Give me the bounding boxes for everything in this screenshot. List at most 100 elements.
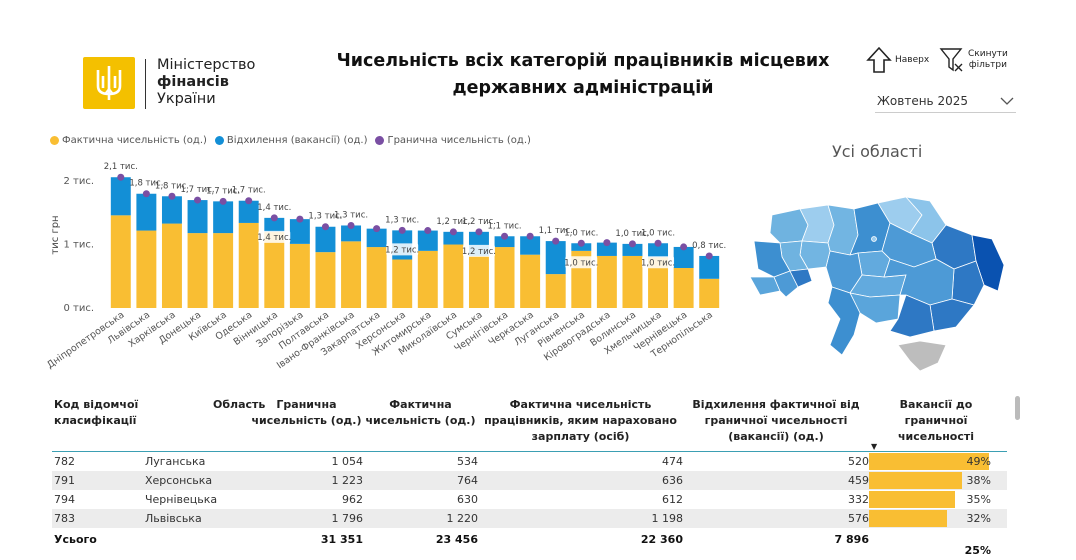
legend-item-limit[interactable]: Гранична чисельність (од.) bbox=[375, 135, 531, 146]
table-row[interactable]: 794 Чернівецька 962 630 612 332 35% bbox=[52, 490, 1007, 509]
bar-actual[interactable] bbox=[520, 254, 541, 308]
reset-filters-button[interactable]: Скинути фільтри bbox=[939, 46, 1008, 74]
total-label: Усього bbox=[54, 533, 97, 546]
bar-deviation[interactable] bbox=[110, 177, 131, 216]
bar-deviation[interactable] bbox=[213, 201, 234, 234]
bar-actual[interactable] bbox=[468, 255, 489, 308]
bar-deviation[interactable] bbox=[673, 246, 694, 269]
marker-limit[interactable] bbox=[321, 223, 329, 231]
bar-deviation[interactable] bbox=[161, 196, 182, 224]
marker-limit[interactable] bbox=[705, 252, 713, 260]
marker-limit[interactable] bbox=[424, 227, 432, 235]
bar-actual[interactable] bbox=[136, 230, 157, 308]
bar-deviation[interactable] bbox=[341, 225, 362, 242]
bar-actual[interactable] bbox=[238, 222, 259, 308]
marker-limit[interactable] bbox=[117, 173, 125, 181]
marker-limit[interactable] bbox=[526, 232, 534, 240]
col-header-actual[interactable]: Фактична чисельність (од.) bbox=[365, 398, 476, 427]
table-scrollbar[interactable] bbox=[1015, 396, 1020, 420]
bar-deviation[interactable] bbox=[648, 243, 669, 258]
back-to-top-button[interactable]: Наверх bbox=[866, 46, 929, 74]
legend-item-actual[interactable]: Фактична чисельність (од.) bbox=[50, 135, 207, 146]
vacancy-value: 32% bbox=[966, 512, 991, 525]
marker-limit[interactable] bbox=[628, 240, 636, 248]
bar-deviation[interactable] bbox=[443, 231, 464, 245]
marker-limit[interactable] bbox=[194, 196, 202, 204]
table-row[interactable]: 791 Херсонська 1 223 764 636 459 38% bbox=[52, 471, 1007, 490]
marker-limit[interactable] bbox=[270, 214, 278, 222]
bar-deviation[interactable] bbox=[289, 219, 310, 244]
bar-actual[interactable] bbox=[289, 243, 310, 308]
marker-limit[interactable] bbox=[373, 225, 381, 233]
marker-limit[interactable] bbox=[449, 228, 457, 236]
col-header-vacancy[interactable]: Вакансії до граничної чисельності bbox=[897, 398, 975, 443]
sort-descending-icon[interactable]: ▼ bbox=[871, 442, 878, 451]
marker-limit[interactable] bbox=[501, 232, 509, 240]
col-header-paid[interactable]: Фактична чисельність працівників, яким н… bbox=[484, 398, 677, 443]
bar-actual[interactable] bbox=[213, 233, 234, 308]
col-header-deviation[interactable]: Відхилення фактичної від граничної чисел… bbox=[692, 398, 860, 443]
map-region-ivano-frankivsk[interactable] bbox=[773, 270, 799, 298]
ukraine-regions-map[interactable] bbox=[750, 195, 1040, 375]
marker-limit[interactable] bbox=[603, 239, 611, 247]
table-row[interactable]: 783 Львівська 1 796 1 220 1 198 576 32% bbox=[52, 509, 1007, 528]
bar-deviation[interactable] bbox=[187, 200, 208, 234]
marker-limit[interactable] bbox=[577, 239, 585, 247]
col-header-limit[interactable]: Гранична чисельність (од.) bbox=[251, 398, 362, 427]
bar-deviation[interactable] bbox=[315, 226, 336, 253]
bar-actual[interactable] bbox=[161, 223, 182, 308]
map-kyiv-city[interactable] bbox=[871, 236, 877, 242]
bar-actual[interactable] bbox=[596, 255, 617, 308]
bar-actual[interactable] bbox=[622, 255, 643, 308]
bar-actual[interactable] bbox=[494, 247, 515, 308]
marker-limit[interactable] bbox=[347, 221, 355, 229]
bar-deviation[interactable] bbox=[622, 243, 643, 256]
marker-limit[interactable] bbox=[552, 237, 560, 245]
table-row[interactable]: 782 Луганська 1 054 534 474 520 49% bbox=[52, 452, 1007, 471]
marker-limit[interactable] bbox=[296, 215, 304, 223]
marker-limit[interactable] bbox=[680, 243, 688, 251]
marker-limit[interactable] bbox=[398, 226, 406, 234]
bar-deviation[interactable] bbox=[545, 241, 566, 275]
bar-deviation[interactable] bbox=[699, 255, 720, 279]
bar-deviation[interactable] bbox=[417, 230, 438, 251]
bar-deviation[interactable] bbox=[596, 242, 617, 256]
bar-actual[interactable] bbox=[341, 241, 362, 308]
data-label: 1,2 тис. bbox=[385, 245, 419, 255]
bar-actual[interactable] bbox=[545, 274, 566, 308]
bar-deviation[interactable] bbox=[366, 228, 387, 248]
marker-limit[interactable] bbox=[142, 190, 150, 198]
map-region-odesa[interactable] bbox=[827, 286, 861, 356]
bar-actual[interactable] bbox=[648, 257, 669, 308]
bar-actual[interactable] bbox=[264, 231, 285, 308]
data-label: 1,0 тис. bbox=[564, 258, 598, 268]
bar-deviation[interactable] bbox=[494, 236, 515, 248]
bar-actual[interactable] bbox=[315, 252, 336, 308]
map-region-zaporizhzhia[interactable] bbox=[929, 298, 975, 332]
bar-actual[interactable] bbox=[366, 247, 387, 308]
bar-deviation[interactable] bbox=[238, 200, 259, 223]
bar-actual[interactable] bbox=[187, 233, 208, 308]
marker-limit[interactable] bbox=[168, 192, 176, 200]
bar-actual[interactable] bbox=[699, 278, 720, 308]
map-region-chernivtsi[interactable] bbox=[789, 268, 813, 288]
bar-actual[interactable] bbox=[443, 244, 464, 308]
marker-limit[interactable] bbox=[654, 239, 662, 247]
bar-actual[interactable] bbox=[392, 259, 413, 308]
month-dropdown[interactable]: Жовтень 2025 bbox=[875, 89, 1016, 113]
col-header-code[interactable]: Код відомчої класифікації bbox=[54, 398, 139, 427]
bar-deviation[interactable] bbox=[571, 243, 592, 251]
col-header-region[interactable]: Область bbox=[213, 398, 266, 411]
bar-actual[interactable] bbox=[417, 250, 438, 308]
map-region-kherson[interactable] bbox=[889, 294, 935, 338]
bar-deviation[interactable] bbox=[136, 193, 157, 231]
bar-deviation[interactable] bbox=[520, 236, 541, 255]
marker-limit[interactable] bbox=[475, 228, 483, 236]
bar-actual[interactable] bbox=[673, 268, 694, 308]
marker-limit[interactable] bbox=[219, 197, 227, 205]
map-region-crimea[interactable] bbox=[897, 340, 947, 372]
legend-item-deviation[interactable]: Відхилення (вакансії) (од.) bbox=[214, 135, 367, 146]
bar-actual[interactable] bbox=[110, 215, 131, 308]
bar-deviation[interactable] bbox=[264, 217, 285, 232]
marker-limit[interactable] bbox=[245, 197, 253, 205]
